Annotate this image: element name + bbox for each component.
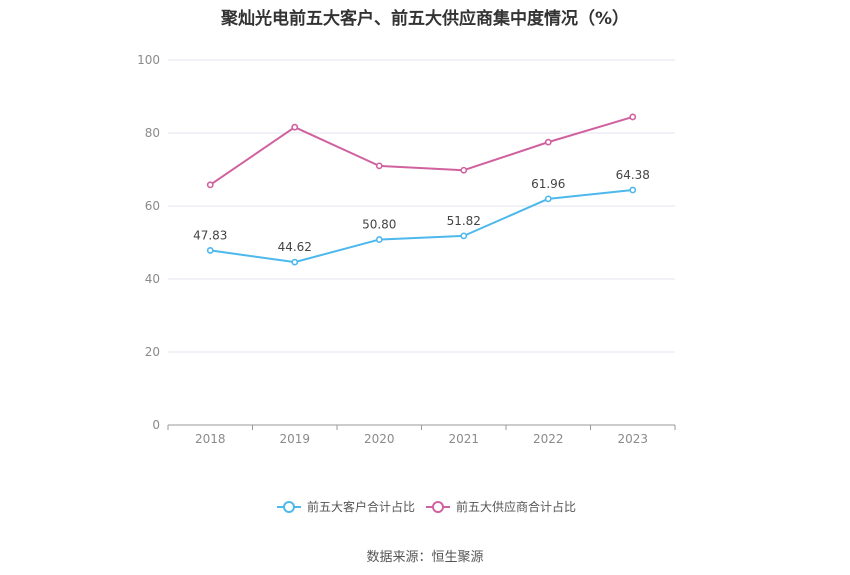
data-point [544, 138, 552, 146]
data-point [629, 113, 637, 121]
data-points [206, 113, 637, 266]
data-point [291, 123, 299, 131]
source-note: 数据来源：恒生聚源 [366, 550, 484, 565]
legend-item-2[interactable]: 前五大供应商合计占比 [426, 499, 576, 514]
y-tick-label: 100 [137, 53, 160, 67]
data-point [206, 247, 214, 254]
y-tick-label: 0 [152, 418, 160, 432]
grid-lines [168, 59, 675, 353]
data-label: 50.80 [362, 218, 396, 232]
x-tick-label: 2022 [533, 432, 564, 446]
axes: 0 20 40 60 80 100 2018 2019 2020 2021 2022 2023 [137, 53, 676, 446]
legend-item-1[interactable]: 前五大客户合计占比 [277, 499, 415, 514]
series-lines [209, 115, 634, 264]
x-tick-label: 2018 [195, 432, 226, 446]
data-label: 44.62 [278, 240, 312, 254]
y-tick-label: 60 [145, 199, 160, 213]
data-point [206, 181, 214, 189]
data-point [375, 162, 383, 170]
data-label: 51.82 [447, 214, 481, 228]
data-label: 64.38 [616, 168, 650, 182]
y-tick-label: 80 [145, 126, 160, 140]
legend: 前五大客户合计占比 前五大供应商合计占比 [277, 499, 576, 514]
data-point [629, 186, 637, 194]
data-point [544, 195, 552, 203]
x-tick-label: 2023 [617, 432, 648, 446]
data-label: 61.96 [531, 177, 565, 191]
x-tick-label: 2019 [279, 432, 310, 446]
data-point [291, 258, 299, 266]
data-point [375, 236, 383, 243]
legend-label: 前五大客户合计占比 [307, 499, 415, 514]
y-tick-label: 40 [145, 272, 160, 286]
series-line-2 [209, 115, 634, 186]
legend-swatch-marker [432, 501, 444, 513]
legend-swatch-marker [283, 501, 295, 513]
x-tick-label: 2020 [364, 432, 395, 446]
y-tick-label: 20 [145, 345, 160, 359]
data-point [460, 232, 468, 240]
series-line-1 [210, 189, 633, 264]
x-tick-label: 2021 [448, 432, 479, 446]
legend-label: 前五大供应商合计占比 [456, 499, 576, 514]
chart-title: 聚灿光电前五大客户、前五大供应商集中度情况（%） [220, 9, 630, 29]
data-label: 47.83 [193, 228, 227, 242]
data-point [460, 166, 468, 174]
data-labels: 47.83 44.62 50.80 51.82 61.96 64.38 [193, 168, 650, 254]
